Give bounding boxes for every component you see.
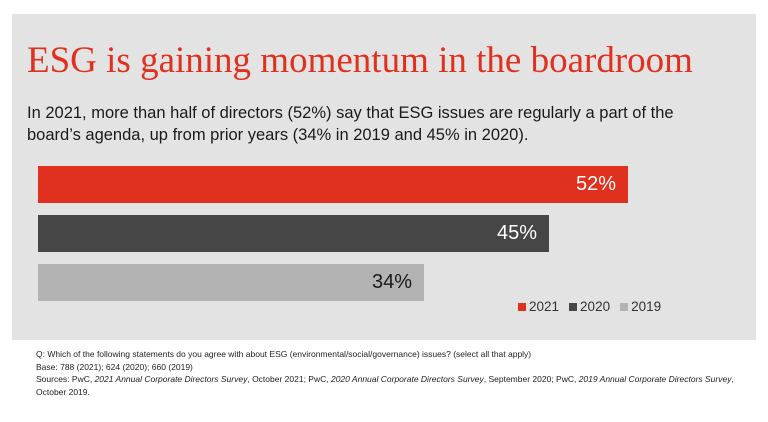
chart-subtitle: In 2021, more than half of directors (52… xyxy=(27,104,674,144)
bar-2020: 45% xyxy=(38,215,549,252)
legend-label: 2019 xyxy=(631,299,662,314)
legend-label: 2021 xyxy=(529,299,560,314)
sources-text: , October 2021; PwC, xyxy=(247,374,331,385)
sources-text: , September 2020; PwC, xyxy=(483,374,579,385)
bar-2019: 34% xyxy=(38,264,424,301)
legend-item-2019: 2019 xyxy=(620,299,661,314)
legend-item-2020: 2020 xyxy=(569,299,610,314)
sources-note: Sources: PwC, 2021 Annual Corporate Dire… xyxy=(36,373,736,398)
survey-title: 2019 Annual Corporate Directors Survey xyxy=(578,374,732,385)
sources-text: , October 2019. xyxy=(36,374,734,397)
bar-value-label: 45% xyxy=(496,222,537,244)
sources-text: Sources: PwC, xyxy=(36,374,95,385)
survey-title: 2020 Annual Corporate Directors Survey xyxy=(330,374,484,385)
legend-label: 2020 xyxy=(580,299,611,314)
survey-title: 2021 Annual Corporate Directors Survey xyxy=(94,374,248,385)
bar-value-label: 52% xyxy=(575,173,616,195)
survey-question: Q: Which of the following statements do … xyxy=(36,349,532,359)
bar-2021: 52% xyxy=(38,166,628,203)
legend-swatch xyxy=(518,302,526,311)
legend-swatch xyxy=(569,302,578,311)
survey-base: Base: 788 (2021); 624 (2020); 660 (2019) xyxy=(36,361,193,372)
legend-swatch xyxy=(620,302,629,311)
legend-item-2021: 2021 xyxy=(518,299,559,314)
chart-legend: 2021 2020 2019 xyxy=(518,299,661,314)
bar-value-label: 34% xyxy=(371,271,412,293)
chart-title: ESG is gaining momentum in the boardroom xyxy=(27,40,693,81)
footnotes: Q: Which of the following statements do … xyxy=(36,348,736,398)
